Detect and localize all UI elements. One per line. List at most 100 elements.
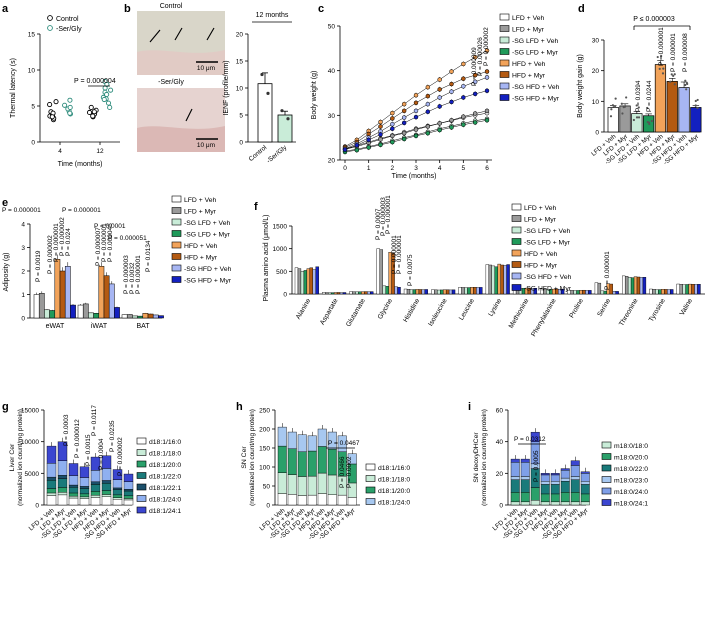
i-stacked-segment: [560, 492, 570, 503]
f-bar: [652, 289, 656, 295]
f-bar: [379, 249, 383, 295]
g-stacked-segment: [79, 488, 90, 495]
f-bar: [476, 287, 480, 295]
c-data-point: [366, 137, 371, 143]
e-bar: [114, 307, 120, 319]
g-stacked-segment: [123, 499, 134, 506]
a-xlabel: Time (months): [58, 161, 103, 168]
h-stacked-segment: [297, 451, 307, 477]
panel-letter: h: [236, 401, 243, 413]
histology-scale-bar: 10 μm: [197, 142, 215, 149]
d-data-point: [637, 106, 640, 109]
i-legend-swatch: [601, 487, 612, 495]
c-data-point: [437, 95, 442, 100]
c-ylabel: Body weight (g): [311, 71, 318, 120]
e-x-tick-label: eWAT: [46, 323, 65, 330]
c-data-point: [413, 92, 419, 98]
g-legend-swatch: [136, 472, 147, 479]
a-data-point: [86, 109, 93, 116]
i-legend-swatch: [601, 453, 612, 460]
b-x-tick-label: -Ser/Gly: [266, 144, 289, 165]
c-series-line: [344, 90, 488, 150]
d-data-point: [673, 83, 676, 86]
h-stacked-segment: [287, 448, 297, 475]
f-bar: [464, 287, 468, 295]
e-legend-swatch: [171, 276, 182, 283]
a-legend-marker: [47, 15, 53, 21]
a-x-tick-label: 4: [58, 148, 62, 155]
f-bar: [694, 284, 698, 295]
c-data-point: [413, 127, 419, 132]
h-stacked-segment: [307, 475, 317, 496]
g-legend-label: d18:1/20:0: [149, 462, 181, 469]
histology-control-title: Control: [160, 3, 183, 10]
c-data-point: [484, 48, 490, 53]
g-p-value: P = 0.0004: [98, 438, 105, 470]
c-data-point: [472, 91, 478, 97]
i-legend-label: m18:0/24:0: [614, 489, 648, 496]
g-stacked-segment: [112, 487, 123, 490]
i-stacked-segment: [550, 474, 560, 482]
i-stacked-segment: [580, 481, 590, 485]
f-bar: [603, 290, 607, 295]
i-stacked-segment: [570, 479, 580, 493]
d-p-value: P = 0.000001: [670, 33, 677, 72]
e-legend-swatch: [171, 230, 182, 237]
f-bar: [437, 289, 441, 295]
f-legend-label: -SG HFD + Myr: [524, 286, 572, 293]
c-data-point: [461, 84, 466, 89]
f-legend-swatch: [511, 215, 522, 222]
h-stacked-segment: [317, 446, 327, 474]
a-legend-marker: [47, 25, 53, 31]
f-bar: [406, 289, 411, 295]
h-y-tick-label: 50: [263, 484, 271, 491]
f-bar: [440, 289, 444, 295]
c-data-point: [390, 110, 395, 116]
g-stacked-segment: [46, 488, 57, 494]
e-y-tick-label: 2: [21, 269, 25, 276]
f-bar: [303, 270, 308, 295]
c-x-tick-label: 6: [485, 165, 489, 172]
f-p-value: P = 0.0075: [407, 254, 414, 286]
b-data-point: [286, 117, 290, 121]
f-bar: [682, 284, 686, 295]
i-stacked-segment: [510, 458, 520, 463]
d-y-tick-label: 0: [595, 130, 599, 137]
i-legend-label: m18:0/18:0: [614, 443, 648, 450]
f-bar: [330, 292, 335, 295]
c-p-value: P = 0.000002: [483, 27, 490, 66]
d-data-point: [685, 81, 689, 85]
c-data-point: [413, 108, 419, 114]
h-stacked-segment: [317, 428, 327, 447]
c-legend-swatch: [499, 94, 510, 101]
i-stacked-segment: [570, 465, 580, 477]
f-x-tick-label: Lysine: [487, 297, 503, 317]
f-bar: [579, 290, 583, 295]
b-y-tick-label: 15: [236, 59, 244, 66]
d-data-point: [673, 73, 676, 76]
f-legend-label: LFD + Veh: [524, 205, 557, 212]
d-data-point: [632, 118, 635, 122]
i-legend-swatch: [601, 499, 612, 506]
d-p-value: P = 0.0244: [646, 80, 653, 112]
g-stacked-segment: [112, 479, 123, 489]
g-legend-label: d18:1/22:1: [149, 485, 181, 492]
e-bar: [59, 270, 66, 319]
g-stacked-segment: [57, 492, 68, 496]
e-x-tick-label: iWAT: [91, 323, 108, 330]
f-ylabel: Plasma amino acid (μmol/L): [263, 215, 270, 302]
i-stacked-segment: [570, 501, 580, 506]
d-data-point: [660, 54, 663, 58]
a-data-point: [88, 104, 94, 110]
e-bar: [38, 293, 45, 319]
a-data-point: [47, 102, 53, 108]
i-stacked-segment: [560, 468, 570, 471]
c-y-tick-label: 30: [328, 113, 336, 120]
d-ylabel: Body weight gain (g): [577, 54, 584, 118]
c-legend-swatch: [499, 36, 510, 44]
f-bar: [364, 291, 368, 295]
f-legend-swatch: [511, 226, 522, 234]
f-bar: [676, 283, 680, 295]
f-bar: [485, 264, 490, 295]
f-bar: [633, 276, 638, 295]
